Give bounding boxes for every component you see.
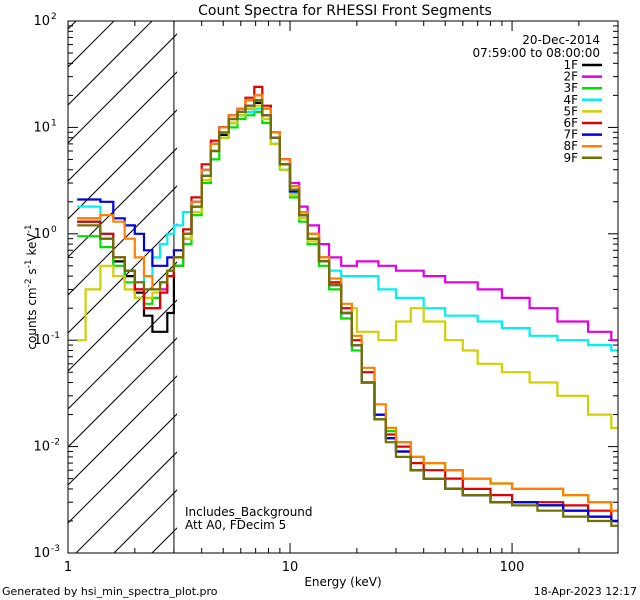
hatch-line [68,413,177,524]
y-tick-label: 10 [33,120,50,135]
hatch-line [68,223,177,334]
y-tick-exponent: 0 [51,225,57,235]
chart-title: Count Spectra for RHESSI Front Segments [198,3,492,19]
generated-by-label: Generated by hsi_min_spectra_plot.pro [2,585,218,598]
y-label-part-1: counts cm [25,287,39,349]
series-3F-line [77,110,618,512]
x-axis-label: Energy (keV) [304,575,381,589]
series-group [77,85,618,527]
y-tick-label: 10 [33,546,50,561]
y-tick-label: 10 [33,440,50,455]
legend-label-4F: 4F [563,93,578,107]
y-tick-exponent: -1 [51,331,60,341]
legend-label-3F: 3F [563,81,578,95]
legend-label-1F: 1F [563,58,578,72]
y-axis-label: counts cm-2 s-1 keV-1 [24,224,39,349]
legend-label-9F: 9F [563,151,578,165]
y-label-part-3: keV [25,233,39,260]
hatch-line [68,375,177,486]
hatch-line [68,21,115,68]
y-tick-exponent: -3 [51,544,60,554]
generated-timestamp: 18-Apr-2023 12:17 [534,585,637,598]
x-tick-label: 100 [500,560,525,575]
series-7F-line [77,99,618,523]
y-tick-exponent: 2 [51,12,57,22]
series-4F-line [77,107,618,352]
annotation-background: Includes_Background [185,505,313,519]
y-tick-exponent: -2 [51,438,60,448]
x-tick-label: 1 [64,560,72,575]
series-9F-line [77,99,618,527]
plot-frame [67,20,619,554]
legend-label-8F: 8F [563,139,578,153]
annotation-attenuator: Att A0, FDecim 5 [185,518,286,532]
y-label-part-2: s [25,268,39,278]
y-tick-exponent: 1 [51,118,57,128]
y-tick-label: 10 [33,14,50,29]
y-tick-label: 10 [33,333,50,348]
legend-label-2F: 2F [563,70,578,84]
hatch-line [68,33,177,144]
hatch-line [68,185,177,296]
y-tick-label: 10 [33,227,50,242]
series-5F-line [77,104,618,429]
legend-label-6F: 6F [563,116,578,130]
legend-label-7F: 7F [563,128,578,142]
hatch-line [68,147,177,258]
hatch-line [68,21,153,106]
y-label-sup-2: -1 [24,259,34,268]
hatch-line [75,451,177,553]
y-label-sup-3: -1 [24,224,34,233]
series-8F-line [77,94,618,512]
y-label-sup-1: -2 [24,278,34,287]
hatched-region [68,21,177,553]
legend-label-5F: 5F [563,104,578,118]
time-range-label: 07:59:00 to 08:00:00 [473,46,600,60]
hatch-line [68,337,177,448]
x-tick-label: 10 [282,560,299,575]
date-label: 20-Dec-2014 [522,33,600,47]
